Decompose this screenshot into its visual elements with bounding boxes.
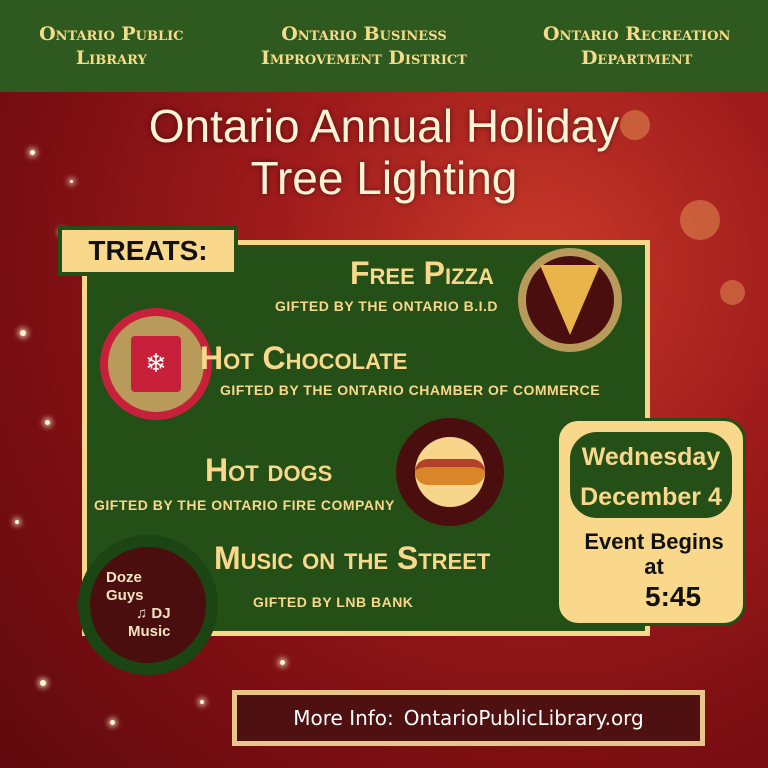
more-info-bar: More Info: OntarioPublicLibrary.org <box>232 690 705 746</box>
event-time: 5:45 <box>645 581 702 612</box>
hot-chocolate-icon: ❄ <box>100 308 212 420</box>
dj-logo-text: Doze <box>106 569 142 586</box>
pizza-icon <box>518 248 622 352</box>
item-sub-pizza: gifted by the Ontario B.I.D <box>275 298 498 314</box>
dj-logo-text: Guys <box>106 587 144 604</box>
sponsor-bid: Ontario Business Improvement District <box>261 23 467 69</box>
item-title-hot-chocolate: Hot Chocolate <box>200 340 408 376</box>
item-title-pizza: Free Pizza <box>350 255 494 291</box>
title-line-2: Tree Lighting <box>250 152 518 204</box>
sponsor-recreation: Ontario Recreation Department <box>542 23 731 69</box>
event-day: Wednesday <box>581 443 721 471</box>
page-title: Ontario Annual Holiday Tree Lighting <box>0 100 768 204</box>
dj-logo: Doze Guys ♫ DJ Music <box>78 535 218 675</box>
event-date: Wednesday December 4 <box>567 429 735 521</box>
hot-dog-icon <box>396 418 504 526</box>
event-label: Event Begins at <box>584 529 724 579</box>
dj-logo-text: Music <box>128 623 171 640</box>
item-sub-music: Gifted by LNB Bank <box>253 594 414 610</box>
item-sub-hot-chocolate: gifted by the Ontario Chamber of Commerc… <box>220 382 601 398</box>
item-sub-hot-dogs: gifted by the Ontario Fire Company <box>94 497 395 513</box>
item-title-music: Music on the Street <box>214 540 491 576</box>
more-info-label: More Info: <box>293 706 394 730</box>
event-date-text: December 4 <box>580 483 722 511</box>
music-notes-icon: ♫ DJ <box>136 605 171 622</box>
treats-label: TREATS: <box>58 226 238 276</box>
sponsor-library: Ontario Public Library <box>39 23 184 69</box>
date-box: Wednesday December 4 Event Begins at 5:4… <box>556 418 746 626</box>
more-info-link[interactable]: OntarioPublicLibrary.org <box>403 706 644 730</box>
item-title-hot-dogs: Hot dogs <box>205 452 333 488</box>
sponsor-bar: Ontario Public Library Ontario Business … <box>0 0 768 92</box>
title-line-1: Ontario Annual Holiday <box>148 100 620 152</box>
